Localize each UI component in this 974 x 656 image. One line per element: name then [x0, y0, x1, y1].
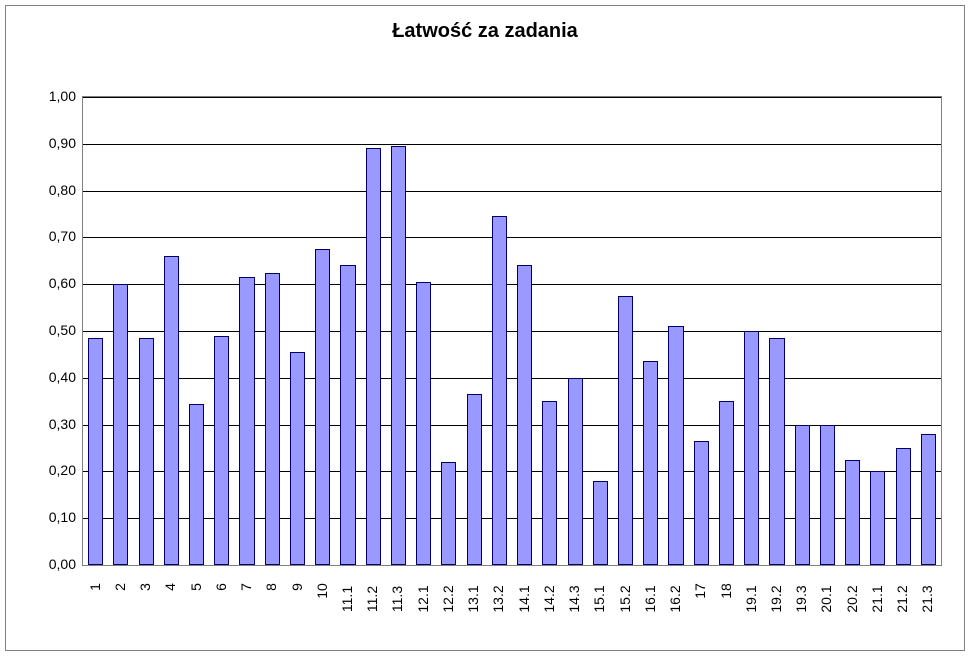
bar: [643, 361, 658, 565]
bar: [139, 338, 154, 565]
bar: [769, 338, 784, 565]
x-tick-label: 18: [718, 583, 734, 599]
bar: [366, 148, 381, 565]
x-tick-label: 15.1: [591, 585, 607, 612]
bar: [618, 296, 633, 565]
bar: [416, 282, 431, 565]
bar: [744, 331, 759, 565]
bar: [568, 378, 583, 565]
x-tick-label: 11.2: [364, 586, 380, 612]
x-tick-label: 14.2: [541, 585, 557, 612]
y-tick-label: 0,10: [16, 509, 76, 525]
bar: [517, 265, 532, 565]
x-tick-label: 5: [188, 583, 204, 591]
chart-frame: Łatwość za zadania 0,00 0,10 0,20 0,30 0,40 0…: [5, 5, 965, 651]
bar: [88, 338, 103, 565]
bar: [391, 146, 406, 565]
bar: [492, 216, 507, 565]
x-tick-label: 13.1: [465, 585, 481, 612]
bar: [239, 277, 254, 565]
y-tick-label: 0,60: [16, 275, 76, 291]
bar: [593, 481, 608, 565]
x-tick-label: 11.1: [339, 586, 355, 612]
x-tick-label: 14.1: [516, 585, 532, 612]
x-tick-label: 16.2: [667, 585, 683, 612]
x-tick-label: 19.2: [768, 585, 784, 612]
x-tick-label: 7: [238, 583, 254, 591]
y-tick-label: 0,20: [16, 462, 76, 478]
bar: [164, 256, 179, 565]
bar: [340, 265, 355, 565]
y-tick-label: 0,70: [16, 228, 76, 244]
bar: [189, 404, 204, 565]
x-tick-label: 12.1: [415, 585, 431, 612]
bar: [795, 425, 810, 565]
x-tick-label: 9: [289, 583, 305, 591]
x-tick-label: 1: [87, 583, 103, 591]
y-tick-label: 1,00: [16, 88, 76, 104]
plot-area: [82, 96, 942, 566]
bar: [315, 249, 330, 565]
x-tick-label: 19.3: [793, 585, 809, 612]
bar: [542, 401, 557, 565]
x-tick-label: 16.1: [642, 585, 658, 612]
bar: [441, 462, 456, 565]
x-tick-label: 13.2: [490, 585, 506, 612]
bar: [870, 471, 885, 565]
x-tick-label: 12.2: [440, 585, 456, 612]
x-tick-label: 21.2: [894, 585, 910, 612]
x-tick-label: 19.1: [743, 585, 759, 612]
y-tick-label: 0,90: [16, 135, 76, 151]
bar: [290, 352, 305, 565]
x-tick-label: 6: [213, 583, 229, 591]
x-tick-label: 8: [263, 583, 279, 591]
x-tick-label: 20.2: [844, 585, 860, 612]
x-tick-label: 10: [314, 583, 330, 599]
x-tick-label: 21.3: [919, 585, 935, 612]
bar: [896, 448, 911, 565]
bar: [265, 273, 280, 566]
y-tick-label: 0,40: [16, 369, 76, 385]
bar: [113, 284, 128, 565]
x-tick-label: 21.1: [869, 585, 885, 612]
x-tick-label: 2: [112, 583, 128, 591]
bar: [668, 326, 683, 565]
bar: [467, 394, 482, 565]
x-tick-label: 20.1: [818, 585, 834, 612]
bar: [719, 401, 734, 565]
chart-title: Łatwość za zadania: [6, 20, 964, 43]
y-tick-label: 0,00: [16, 556, 76, 572]
x-tick-label: 15.2: [617, 585, 633, 612]
x-tick-label: 11.3: [389, 586, 405, 612]
x-tick-label: 4: [162, 583, 178, 591]
x-tick-label: 17: [692, 583, 708, 599]
y-tick-label: 0,50: [16, 322, 76, 338]
bar: [845, 460, 860, 565]
bars-container: [83, 97, 941, 565]
bar: [820, 425, 835, 565]
bar: [921, 434, 936, 565]
x-tick-label: 3: [137, 583, 153, 591]
x-tick-label: 14.3: [566, 585, 582, 612]
y-tick-label: 0,80: [16, 182, 76, 198]
y-tick-label: 0,30: [16, 416, 76, 432]
bar: [694, 441, 709, 565]
bar: [214, 336, 229, 565]
